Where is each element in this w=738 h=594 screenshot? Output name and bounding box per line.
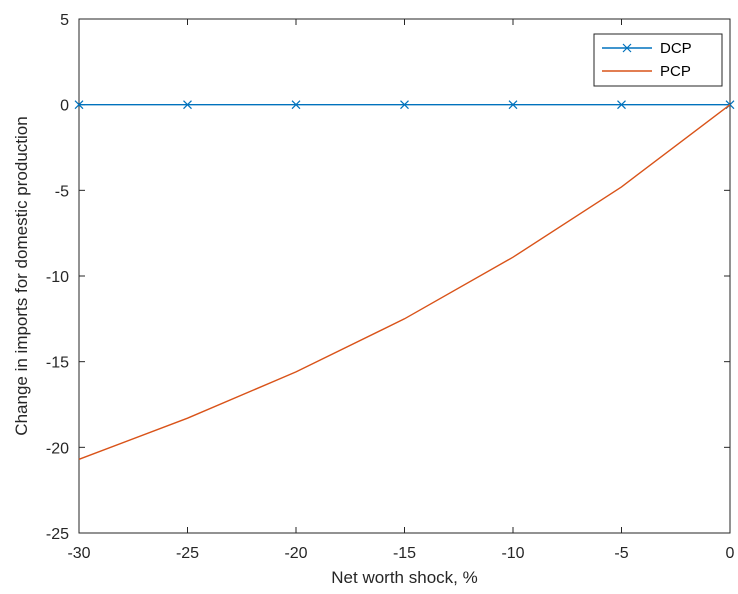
data-point-dcp	[400, 100, 409, 110]
x-tick-label: -10	[501, 545, 524, 562]
data-point-dcp	[74, 100, 84, 110]
data-point-dcp	[291, 100, 301, 110]
x-tick-label: 0	[726, 545, 735, 562]
x-tick-label: -15	[393, 545, 416, 562]
x-tick-label: -30	[67, 545, 90, 562]
plot-box	[78, 18, 731, 534]
y-tick-label: 5	[60, 12, 69, 29]
y-tick-label: 0	[60, 98, 69, 115]
x-tick-label: -25	[176, 545, 199, 562]
data-point-dcp	[617, 100, 626, 110]
series-layer	[74, 100, 735, 460]
legend: DCP PCP	[593, 33, 723, 87]
legend-label-pcp: PCP	[660, 63, 691, 80]
y-tick-label: -25	[46, 526, 69, 543]
series-line-pcp	[78, 104, 731, 460]
y-tick-label: -10	[46, 269, 69, 286]
data-point-dcp	[183, 100, 192, 110]
y-tick-label: -15	[46, 355, 69, 372]
y-tick-label: -5	[55, 183, 69, 200]
x-tick-label: -20	[284, 545, 307, 562]
x-axis-title: Net worth shock, %	[331, 568, 477, 587]
y-axis-title: Change in imports for domestic productio…	[12, 116, 31, 435]
legend-box	[593, 33, 723, 87]
y-axis-ticks: 5 0 -5 -10 -15 -20 -25	[46, 12, 730, 543]
x-axis-ticks: -30 -25 -20 -15 -10 -5 0	[67, 19, 735, 562]
x-tick-label: -5	[614, 545, 628, 562]
legend-label-dcp: DCP	[660, 40, 692, 57]
y-tick-label: -20	[46, 440, 69, 457]
plot-frame	[78, 18, 731, 534]
legend-marker-dcp	[622, 43, 632, 53]
data-point-dcp	[508, 100, 518, 110]
